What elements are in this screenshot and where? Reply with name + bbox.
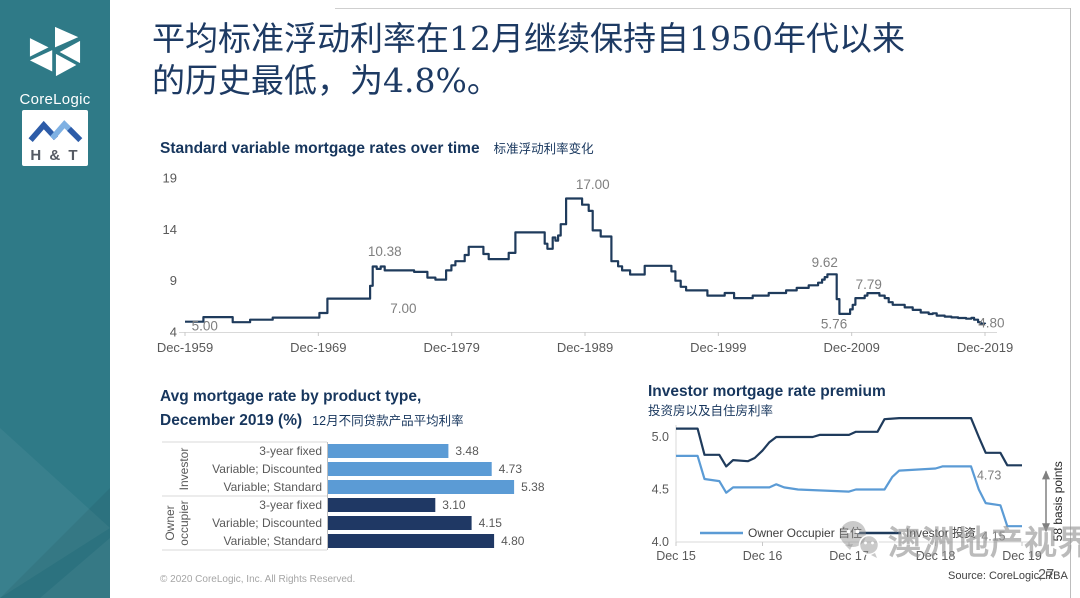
x-axis-label: Dec-2019 xyxy=(957,340,1013,355)
x-axis-label: Dec 17 xyxy=(829,549,869,563)
bar xyxy=(328,480,515,494)
data-label: 7.00 xyxy=(390,301,416,316)
data-label: 10.38 xyxy=(368,244,402,259)
series-end-label: 4.73 xyxy=(977,468,1001,482)
series-end-label: 4.15 xyxy=(981,529,1005,543)
legend-label: Investor 投资 xyxy=(906,525,976,540)
ht-roofs-icon xyxy=(28,120,83,143)
bar-group-label: Investor xyxy=(177,448,191,491)
data-label: 17.00 xyxy=(576,177,610,192)
legend-label: Owner Occupier 自住 xyxy=(748,526,862,540)
page-number: 27 xyxy=(1038,567,1055,583)
sidebar: CoreLogic H & T xyxy=(0,0,110,598)
x-axis-label: Dec-1989 xyxy=(557,340,613,355)
bar-value-label: 4.80 xyxy=(501,534,525,548)
bar-category-label: Variable; Standard xyxy=(223,480,322,494)
x-axis-label: Dec 18 xyxy=(916,549,956,563)
page-title-line2: 的历史最低，为4.8%。 xyxy=(152,61,500,101)
bar-category-label: 3-year fixed xyxy=(259,498,322,512)
y-axis-label: 4.0 xyxy=(652,535,669,549)
data-label: 5.76 xyxy=(821,317,847,332)
arrowhead-up xyxy=(1042,470,1050,480)
bar xyxy=(328,534,495,548)
bar xyxy=(328,498,436,512)
bar-value-label: 3.10 xyxy=(442,498,466,512)
y-axis-label: 9 xyxy=(170,273,177,288)
bar-group-label: occupier xyxy=(177,500,191,545)
y-axis-label: 5.0 xyxy=(652,430,669,444)
bar xyxy=(328,444,449,458)
y-axis-label: 14 xyxy=(163,222,177,237)
source-text: Source: CoreLogic, RBA xyxy=(948,570,1068,582)
y-axis-label: 4 xyxy=(170,325,177,340)
data-label: 4.80 xyxy=(978,315,1004,330)
x-axis-label: Dec-1969 xyxy=(290,340,346,355)
basis-points-annotation: 58 basis points xyxy=(1051,461,1065,541)
data-label: 9.62 xyxy=(812,255,838,270)
main-chart-title: Standard variable mortgage rates over ti… xyxy=(160,140,480,157)
page-title: 平均标准浮动利率在12月继续保持自1950年代以来 的历史最低，为4.8%。 xyxy=(152,18,1032,102)
bar-category-label: Variable; Standard xyxy=(223,534,322,548)
bar-category-label: Variable; Discounted xyxy=(212,516,322,530)
data-label: 5.00 xyxy=(192,318,218,333)
slide-right-border xyxy=(1070,8,1071,598)
main-chart-heading: Standard variable mortgage rates over ti… xyxy=(160,138,594,158)
bar-value-label: 3.48 xyxy=(455,444,479,458)
x-axis-label: Dec 15 xyxy=(656,549,696,563)
x-axis-label: Dec-1999 xyxy=(690,340,746,355)
y-axis-label: 19 xyxy=(163,171,177,186)
svr-over-time-chart: Dec-1959 Dec-1969 Dec-1979 Dec-1989 Dec-1999… xyxy=(157,171,1013,356)
bar-value-label: 4.15 xyxy=(479,516,503,530)
corelogic-logo-label: CoreLogic xyxy=(19,91,91,108)
slide-top-border xyxy=(335,8,1071,9)
svr-line-series xyxy=(185,197,987,325)
x-axis-label: Dec-1959 xyxy=(157,340,213,355)
bar-category-label: Variable; Discounted xyxy=(212,462,322,476)
x-axis-label: Dec-2009 xyxy=(823,340,879,355)
ht-logo-label: H & T xyxy=(30,147,80,164)
bar-chart-heading: Avg mortgage rate by product type, Decem… xyxy=(160,385,590,433)
product-type-bar-chart: 3-year fixed 3.48 Variable; Discounted 4.73… xyxy=(162,441,545,551)
premium-chart-title-zh: 投资房以及自住房利率 xyxy=(648,403,774,418)
page-title-line1: 平均标准浮动利率在12月继续保持自1950年代以来 xyxy=(152,19,905,58)
bar-group-label: Owner xyxy=(163,505,177,540)
bar-chart-title-zh: 12月不同贷款产品平均利率 xyxy=(312,414,464,429)
premium-chart-heading: Investor mortgage rate premium 投资房以及自住房利… xyxy=(648,382,1068,420)
bar-value-label: 4.73 xyxy=(499,462,523,476)
x-axis-label: Dec 19 xyxy=(1002,549,1042,563)
ht-logo: H & T xyxy=(22,110,88,166)
bar-category-label: 3-year fixed xyxy=(259,444,322,458)
data-label: 7.79 xyxy=(856,277,882,292)
main-chart-title-zh: 标准浮动利率变化 xyxy=(493,142,594,156)
corelogic-logo: CoreLogic xyxy=(0,26,110,108)
x-axis-label: Dec-1979 xyxy=(423,340,479,355)
bar xyxy=(328,516,472,530)
y-axis-label: 4.5 xyxy=(652,483,669,497)
sidebar-decorative-pattern xyxy=(0,428,110,598)
copyright-text: © 2020 CoreLogic, Inc. All Rights Reserv… xyxy=(160,574,356,585)
premium-line-series xyxy=(676,417,1022,468)
bar xyxy=(328,462,492,476)
x-axis-label: Dec 16 xyxy=(743,549,783,563)
arrowhead-down xyxy=(1042,523,1050,533)
corelogic-icon xyxy=(29,26,81,77)
premium-line-series xyxy=(676,454,1022,528)
bar-chart-title-line1: Avg mortgage rate by product type, xyxy=(160,388,422,405)
premium-chart-title: Investor mortgage rate premium xyxy=(648,383,886,400)
bar-chart-title-line2: December 2019 (%) xyxy=(160,412,303,430)
bar-value-label: 5.38 xyxy=(521,480,545,494)
